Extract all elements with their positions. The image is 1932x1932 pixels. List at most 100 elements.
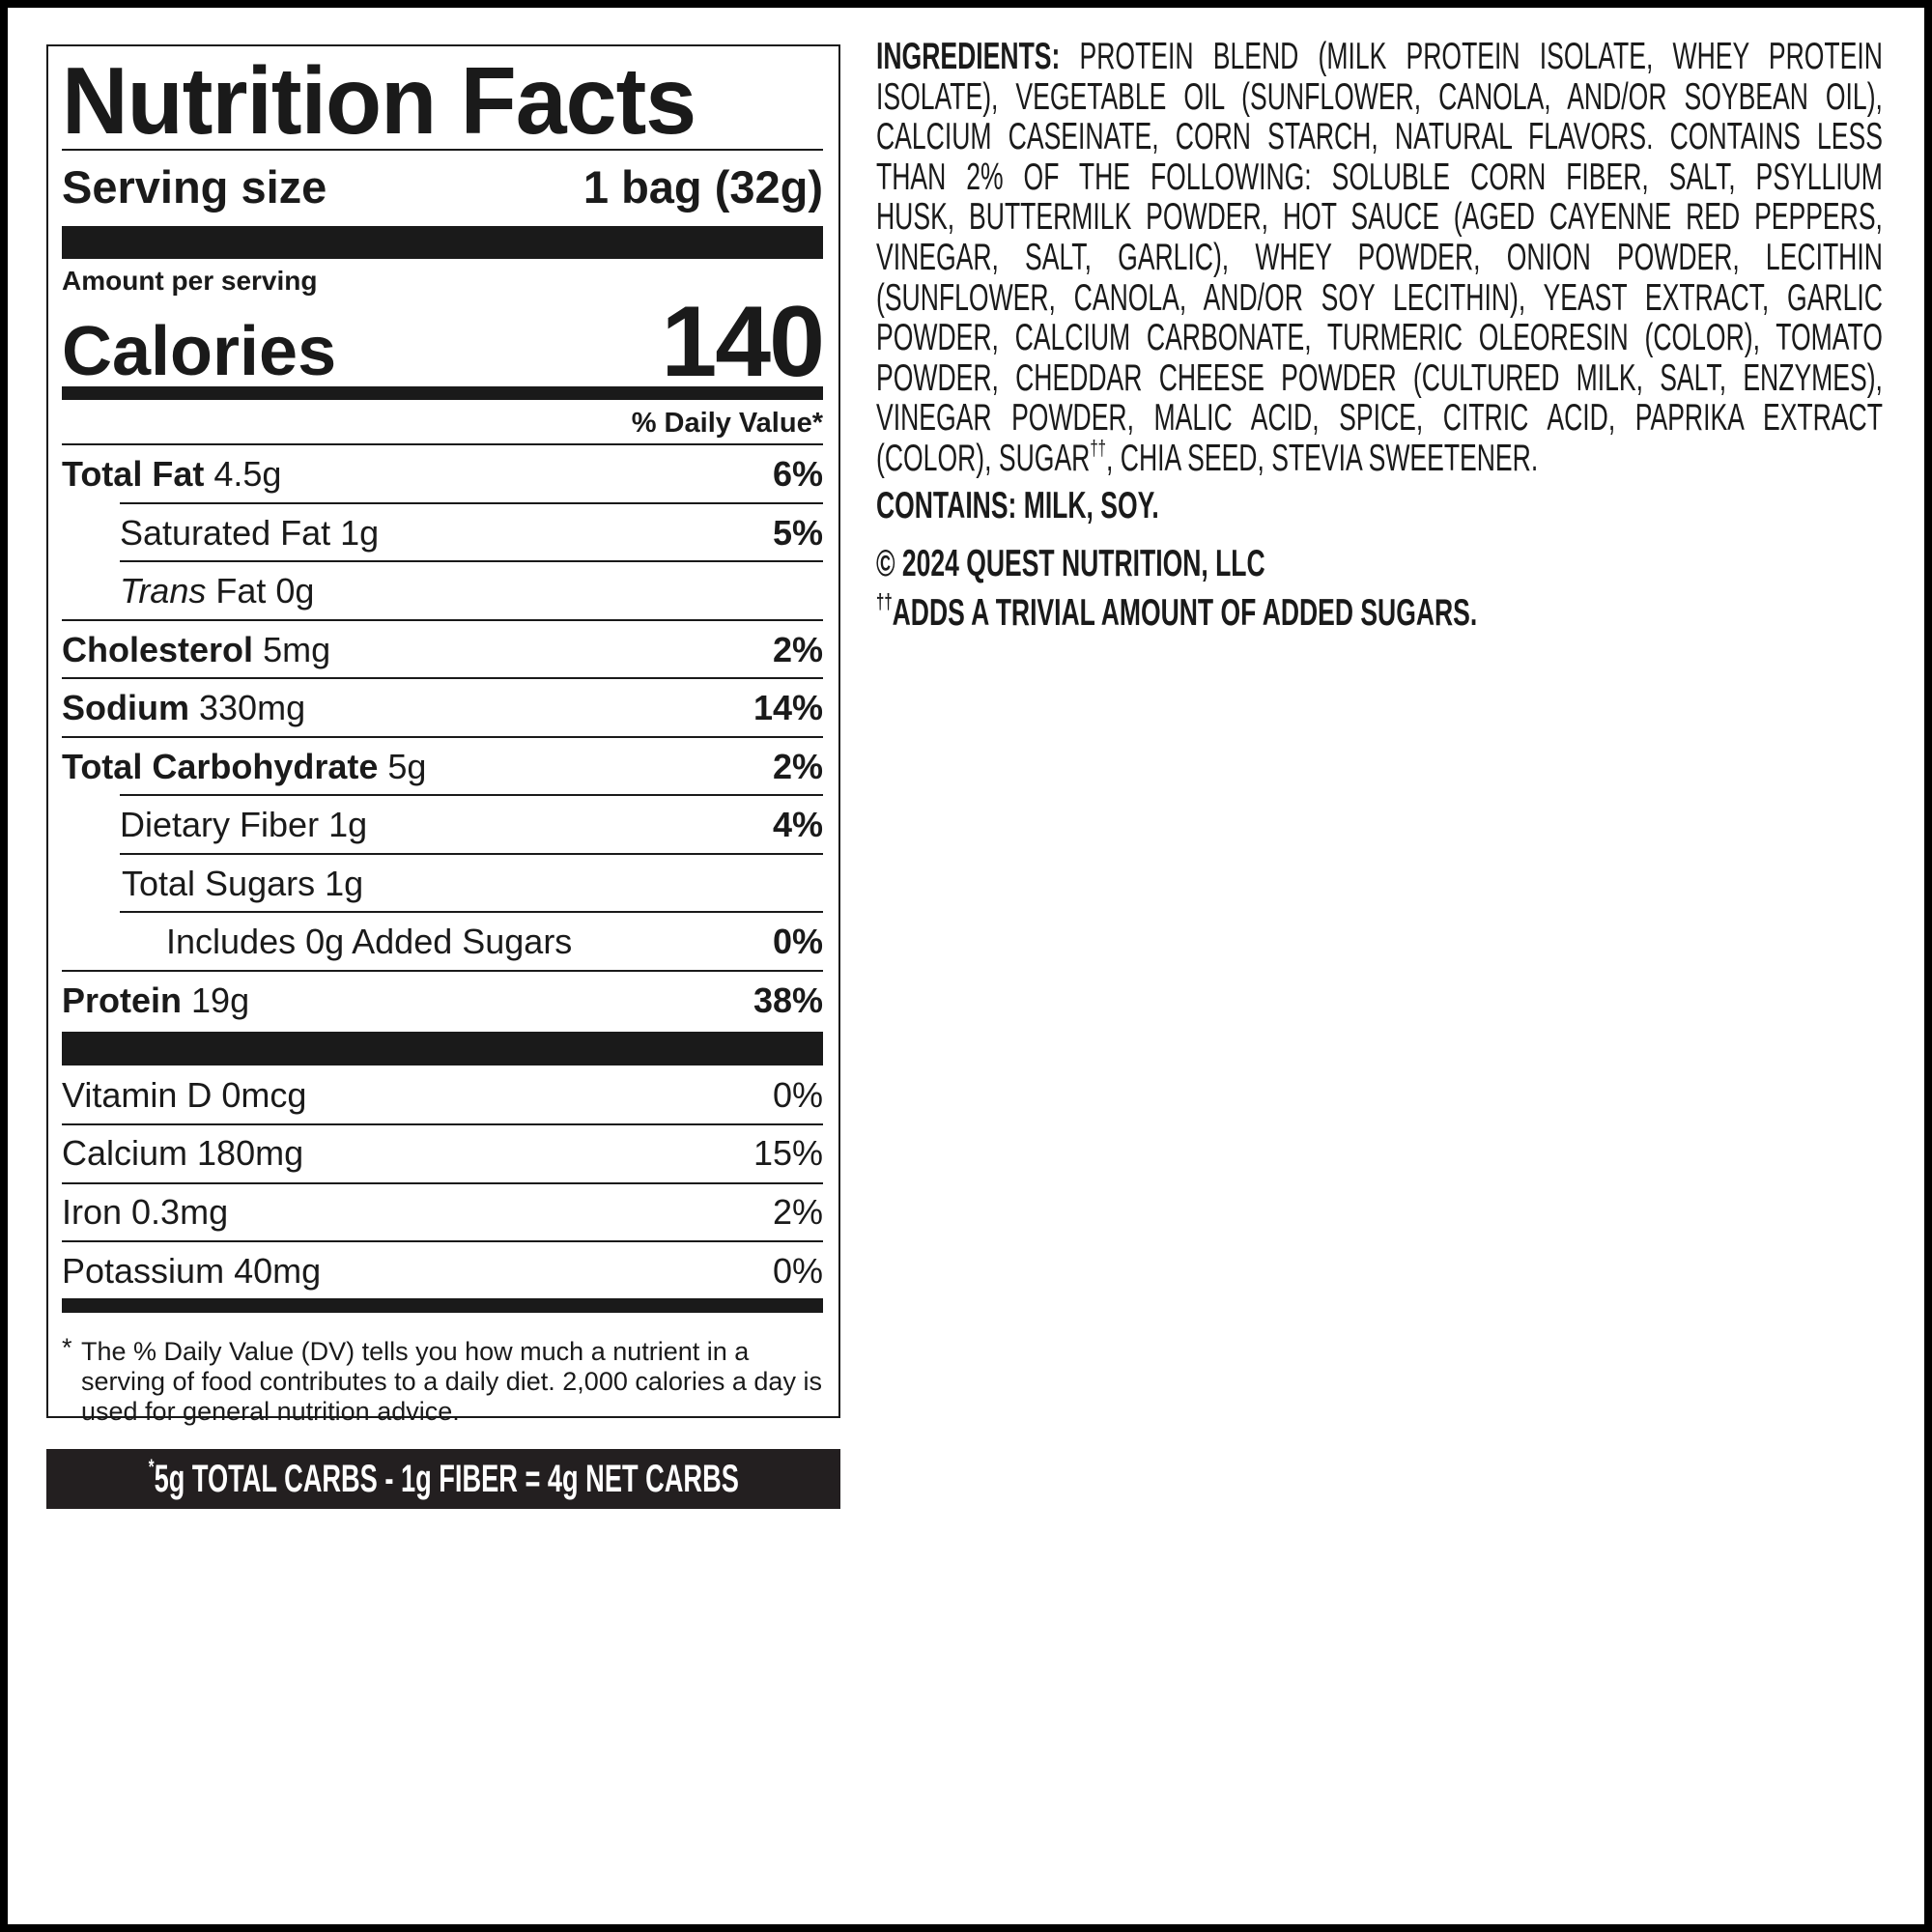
ingredients-text: THAN 2% OF THE FOLLOWING: SOLUBLE CORN F… xyxy=(876,156,1883,198)
nutrient-name: Saturated Fat 1g xyxy=(120,513,379,554)
vitamin-name-amount: Calcium 180mg xyxy=(62,1133,304,1174)
nutrient-row: Cholesterol 5mg 2% xyxy=(62,621,823,679)
nutrient-label: Total Sugars xyxy=(122,863,316,903)
amount-per-serving: Amount per serving xyxy=(62,265,823,298)
divider xyxy=(120,501,823,504)
ingredients-line: HUSK, BUTTERMILK POWDER, HOT SAUCE (AGED… xyxy=(876,197,1883,238)
medium-divider xyxy=(62,386,823,400)
nutrient-name: Includes 0g Added Sugars xyxy=(166,922,572,962)
copyright: © 2024 QUEST NUTRITION, LLC xyxy=(876,543,1265,584)
calories-value: 140 xyxy=(661,286,825,398)
ingredients-text: POWDER, CHEDDAR CHEESE POWDER (CULTURED … xyxy=(876,356,1883,399)
nutrient-label: Protein xyxy=(62,980,183,1020)
ingredients-line: (COLOR), SUGAR††, CHIA SEED, STEVIA SWEE… xyxy=(876,437,1883,479)
nutrient-amount: 1g xyxy=(328,805,368,844)
divider xyxy=(62,1181,823,1184)
divider xyxy=(62,618,823,621)
nutrient-amount: 330mg xyxy=(199,688,306,727)
ingredients-line: VINEGAR, SALT, GARLIC), WHEY POWDER, ONI… xyxy=(876,238,1883,278)
dagger-mark: †† xyxy=(876,589,893,613)
nutrient-amount: 5g xyxy=(387,746,427,786)
medium-divider xyxy=(62,1298,823,1313)
ingredients-line: POWDER, CHEDDAR CHEESE POWDER (CULTURED … xyxy=(876,356,1883,399)
nutrient-daily-value: 2% xyxy=(772,629,823,669)
nutrient-daily-value: 5% xyxy=(772,512,823,553)
vitamin-name-amount: Iron 0.3mg xyxy=(62,1192,229,1233)
ingredients-label: INGREDIENTS: xyxy=(876,36,1061,77)
nutrient-name: Total Fat 4.5g xyxy=(62,454,281,495)
divider xyxy=(120,794,823,796)
nutrient-name: Protein 19g xyxy=(62,980,249,1021)
nutrient-label-rest: Fat xyxy=(215,571,267,611)
nutrient-daily-value: 4% xyxy=(772,805,823,844)
thick-divider xyxy=(62,1032,823,1065)
nutrition-facts-label: Nutrition Facts Serving size 1 bag (32g)… xyxy=(46,44,840,1426)
ingredients-text: ISOLATE), VEGETABLE OIL (SUNFLOWER, CANO… xyxy=(876,75,1883,118)
divider xyxy=(62,1122,823,1125)
net-carbs-banner: *5g TOTAL CARBS - 1g FIBER = 4g NET CARB… xyxy=(46,1449,840,1509)
vitamin-daily-value: 15% xyxy=(753,1133,823,1174)
nutrient-row: Saturated Fat 1g 5% xyxy=(62,504,823,562)
vitamin-daily-value: 2% xyxy=(772,1192,823,1233)
calories-label: Calories xyxy=(62,313,337,390)
nutrient-label: Trans xyxy=(120,571,207,611)
nutrient-label: Total Carbohydrate xyxy=(62,746,379,786)
nutrient-amount: 5mg xyxy=(263,629,331,669)
vitamin-row: Vitamin D 0mcg 0% xyxy=(62,1065,823,1124)
ingredients-text: (COLOR), SUGAR xyxy=(876,437,1091,479)
divider xyxy=(62,149,823,151)
nutrient-row: Dietary Fiber 1g 4% xyxy=(62,796,823,854)
net-carbs-text: 5g TOTAL CARBS - 1g FIBER = 4g NET CARBS xyxy=(154,1457,739,1500)
nutrient-label: Total Fat xyxy=(62,454,205,494)
divider xyxy=(62,969,823,972)
nutrient-label: Includes 0g Added Sugars xyxy=(166,922,573,961)
ingredients-line: CALCIUM CASEINATE, CORN STARCH, NATURAL … xyxy=(876,117,1883,157)
nutrient-row: Trans Fat 0g xyxy=(62,562,823,620)
divider xyxy=(62,735,823,738)
daily-value-header-text: % Daily Value* xyxy=(631,407,823,439)
ingredients-text: PROTEIN BLEND (MILK PROTEIN ISOLATE, WHE… xyxy=(1079,36,1883,77)
nutrient-daily-value: 2% xyxy=(772,746,823,786)
divider xyxy=(62,1240,823,1243)
nutrient-label: Saturated Fat xyxy=(120,512,331,553)
ingredients-text: CALCIUM CASEINATE, CORN STARCH, NATURAL … xyxy=(876,116,1883,158)
amount-per-serving-label: Amount per serving xyxy=(62,266,318,296)
vitamin-daily-value: 0% xyxy=(772,1250,823,1291)
footnote-asterisk: * xyxy=(62,1333,72,1362)
divider xyxy=(120,852,823,855)
divider xyxy=(120,911,823,913)
net-carbs-asterisk: * xyxy=(148,1454,155,1479)
nutrient-daily-value: 38% xyxy=(753,980,823,1020)
nutrient-amount: 0g xyxy=(275,571,315,611)
nutrient-name: Trans Fat 0g xyxy=(120,571,314,611)
nutrient-amount: 1g xyxy=(325,863,364,903)
ingredients-line: VINEGAR POWDER, MALIC ACID, SPICE, CITRI… xyxy=(876,398,1883,439)
nutrient-daily-value: 0% xyxy=(772,922,823,961)
daily-value-footnote: * The % Daily Value (DV) tells you how m… xyxy=(62,1333,823,1427)
nutrient-label: Cholesterol xyxy=(62,629,254,669)
ingredients-text: , CHIA SEED, STEVIA SWEETENER. xyxy=(1106,437,1539,479)
vitamin-daily-value: 0% xyxy=(772,1074,823,1115)
vitamin-name-amount: Vitamin D 0mcg xyxy=(62,1074,307,1115)
ingredients-text: (SUNFLOWER, CANOLA, AND/OR SOY LECITHIN)… xyxy=(876,276,1883,319)
thick-divider xyxy=(62,226,823,259)
ingredients-line: INGREDIENTS: PROTEIN BLEND (MILK PROTEIN… xyxy=(876,37,1883,77)
calories-row: Calories 140 xyxy=(62,286,825,398)
footnote-text: The % Daily Value (DV) tells you how muc… xyxy=(81,1337,822,1426)
ingredients-text: HUSK, BUTTERMILK POWDER, HOT SAUCE (AGED… xyxy=(876,196,1883,239)
ingredients-line: ISOLATE), VEGETABLE OIL (SUNFLOWER, CANO… xyxy=(876,75,1883,118)
serving-size-label: Serving size xyxy=(62,160,327,213)
nutrition-facts-title: Nutrition Facts xyxy=(62,47,696,154)
vitamin-name-amount: Potassium 40mg xyxy=(62,1250,322,1291)
nutrient-label: Sodium xyxy=(62,688,189,727)
nutrient-daily-value: 6% xyxy=(772,454,823,494)
nutrient-name: Cholesterol 5mg xyxy=(62,630,330,670)
allergen-statement: CONTAINS: MILK, SOY. xyxy=(876,485,1159,526)
ingredients-text: VINEGAR POWDER, MALIC ACID, SPICE, CITRI… xyxy=(876,397,1883,440)
divider xyxy=(62,443,823,445)
nutrient-name: Total Carbohydrate 5g xyxy=(62,747,426,787)
nutrient-name: Dietary Fiber 1g xyxy=(120,805,367,845)
ingredients-line: (SUNFLOWER, CANOLA, AND/OR SOY LECITHIN)… xyxy=(876,276,1883,319)
nutrient-row: Sodium 330mg 14% xyxy=(62,679,823,737)
nutrient-label: Dietary Fiber xyxy=(120,805,320,844)
